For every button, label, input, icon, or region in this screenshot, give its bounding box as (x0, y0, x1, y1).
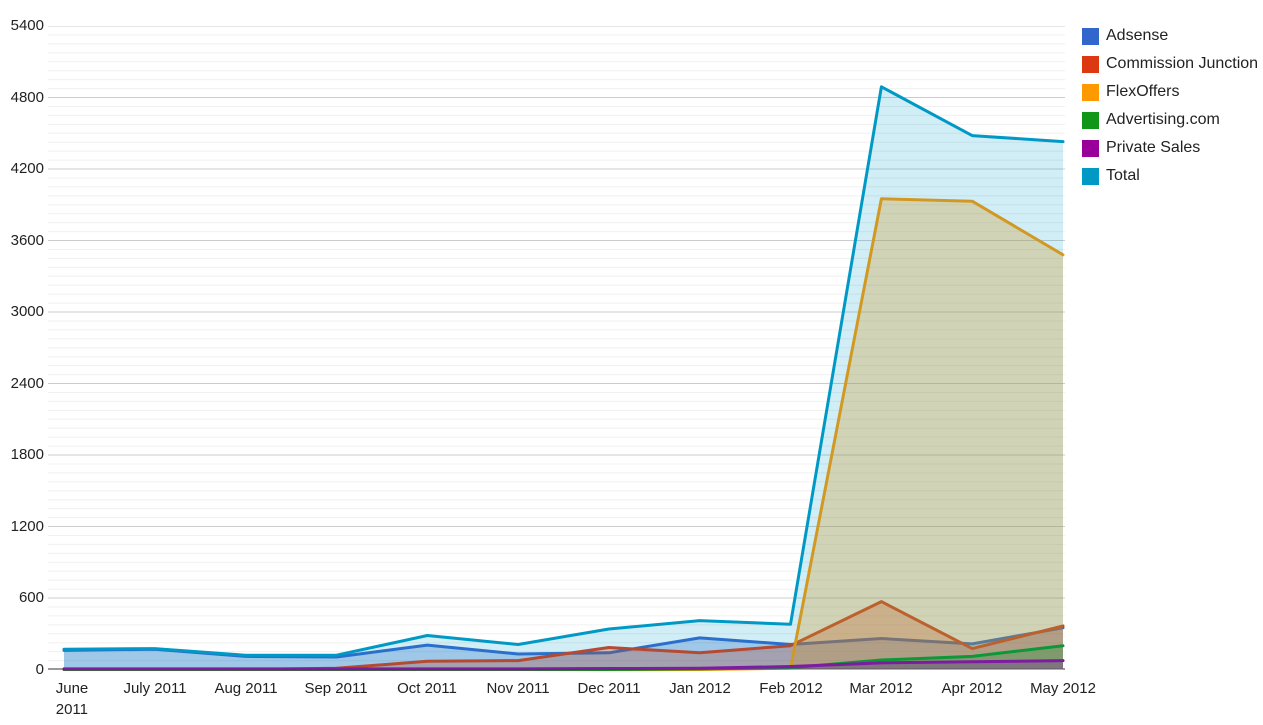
y-tick-label: 1800 (10, 446, 44, 463)
x-tick-label: Sep 2011 (304, 680, 368, 697)
y-tick-label: 3000 (10, 303, 44, 320)
y-tick-label: 0 (35, 661, 44, 678)
legend-label: FlexOffers (1106, 83, 1180, 100)
y-tick-label: 600 (18, 589, 44, 606)
y-tick-label: 1200 (10, 518, 44, 535)
x-tick-label: Oct 2011 (397, 680, 457, 697)
legend-label: Total (1106, 167, 1140, 184)
y-tick-label: 4800 (10, 89, 44, 106)
series-area-total (64, 86, 1063, 670)
y-tick-label: 5400 (10, 17, 44, 34)
x-tick-label: Apr 2012 (941, 680, 1003, 697)
legend-label: Private Sales (1106, 139, 1201, 156)
legend-item-private-sales: Private Sales (1082, 137, 1200, 159)
y-tick-label: 4200 (10, 160, 44, 177)
x-tick-label: Dec 2011 (577, 680, 641, 697)
plot-area (48, 26, 1065, 671)
x-tick-label: June 2011 (55, 680, 89, 718)
x-tick-label: Mar 2012 (849, 680, 913, 697)
legend-label: Commission Junction (1106, 55, 1259, 72)
legend-swatch-advertising-com (1082, 111, 1099, 129)
legend-item-adsense: Adsense (1082, 25, 1168, 47)
x-tick-label: July 2011 (123, 680, 187, 697)
legend-item-flexoffers: FlexOffers (1082, 81, 1180, 103)
legend-swatch-flexoffers (1082, 83, 1099, 101)
legend-item-total: Total (1082, 165, 1140, 187)
legend-swatch-total (1082, 167, 1099, 185)
y-tick-label: 2400 (10, 375, 44, 392)
x-tick-label: Jan 2012 (669, 680, 731, 697)
y-tick-label: 3600 (10, 232, 44, 249)
series-area-private-sales (64, 660, 1063, 670)
legend-item-advertising-com: Advertising.com (1082, 109, 1220, 131)
legend-swatch-commission-junction (1082, 55, 1099, 73)
legend-swatch-adsense (1082, 27, 1099, 45)
legend-label: Adsense (1106, 27, 1169, 44)
legend-swatch-private-sales (1082, 139, 1099, 157)
series-line-total (62, 85, 1065, 657)
series-area-commission-junction (64, 601, 1063, 670)
series-line-private-sales (62, 659, 1065, 671)
legend-label: Advertising.com (1106, 111, 1220, 128)
x-tick-label: Nov 2011 (486, 680, 550, 697)
legend-item-commission-junction: Commission Junction (1082, 53, 1258, 75)
x-tick-label: May 2012 (1030, 680, 1096, 697)
series-area-advertising-com (64, 645, 1063, 670)
x-tick-label: Feb 2012 (759, 680, 823, 697)
x-tick-label: Aug 2011 (214, 680, 278, 697)
series-area-adsense (64, 627, 1063, 670)
